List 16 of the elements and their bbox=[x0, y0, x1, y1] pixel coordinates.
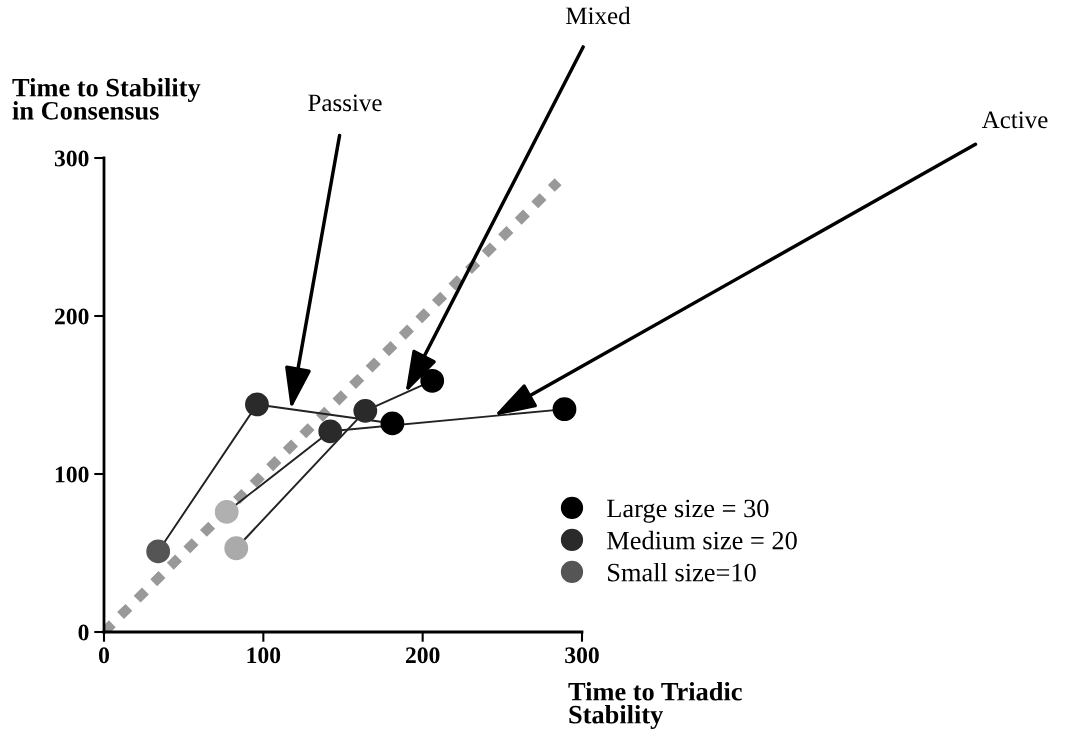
text: Mixed bbox=[566, 6, 631, 25]
y-tick-label: 100 bbox=[55, 466, 89, 483]
text: Passive bbox=[308, 94, 382, 112]
x-tick-label: 300 bbox=[565, 647, 599, 664]
legend-label: Small size=10 bbox=[608, 562, 756, 582]
x-tick-label: 0 bbox=[99, 647, 109, 664]
legend-label: Large size = 30 bbox=[607, 499, 769, 523]
y-tick-label: 0 bbox=[78, 624, 89, 641]
x-tick-label: 200 bbox=[405, 647, 440, 664]
x-axis-title: Time to Triadic Stability bbox=[568, 682, 742, 730]
text: Active bbox=[981, 111, 1048, 129]
y-tick-label: 300 bbox=[54, 150, 89, 167]
legend-label: Medium size = 20 bbox=[607, 530, 797, 550]
y-tick-label: 200 bbox=[54, 308, 89, 325]
x-tick-label: 100 bbox=[247, 647, 281, 664]
y-axis-title: Time to Stability in Consensus bbox=[12, 78, 201, 120]
